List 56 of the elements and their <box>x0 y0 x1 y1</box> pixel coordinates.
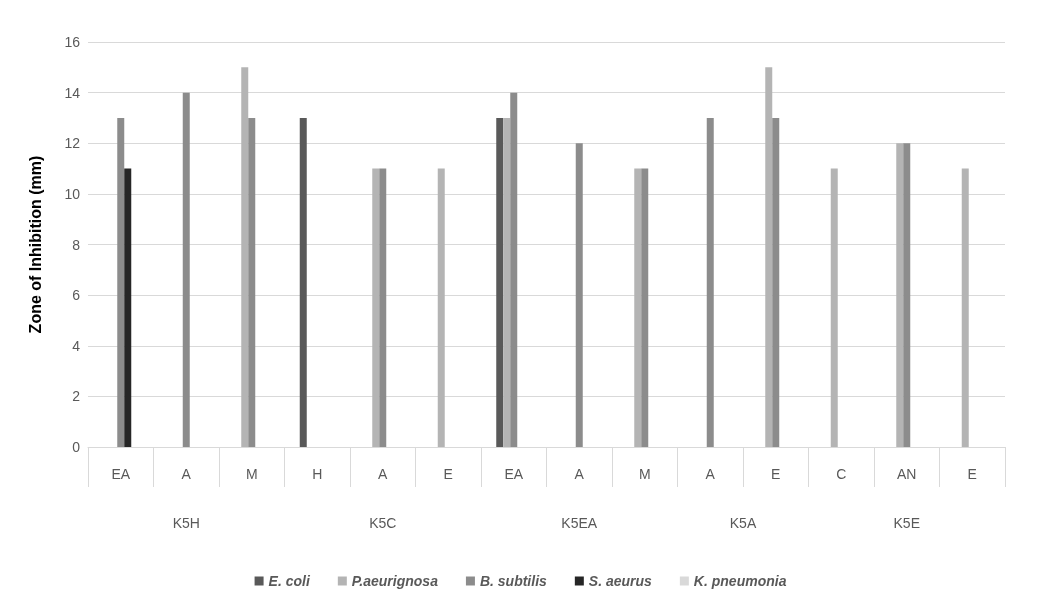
x-tick-label: A <box>705 466 716 482</box>
x-tick-label: M <box>638 466 651 482</box>
bar <box>299 117 307 447</box>
y-tick-label: 14 <box>64 84 81 101</box>
bar <box>379 168 387 447</box>
bar <box>510 92 518 447</box>
legend-label: B. subtilis <box>479 573 548 589</box>
y-tick-label: 6 <box>72 287 81 304</box>
x-tick-label: EA <box>111 466 131 482</box>
bar <box>903 143 911 447</box>
bar <box>575 143 583 447</box>
x-tick-label: A <box>181 466 192 482</box>
y-tick-label: 4 <box>72 337 81 354</box>
text: K5A <box>729 515 757 531</box>
bar <box>437 168 445 447</box>
x-tick-label: M <box>245 466 258 482</box>
y-tick-label: 12 <box>64 135 81 152</box>
bar <box>248 117 256 447</box>
x-tick-label: A <box>378 466 389 482</box>
bar <box>496 117 504 447</box>
x-tick-label: E <box>967 466 977 482</box>
x-tick-label: E <box>443 466 453 482</box>
bar <box>503 117 511 447</box>
legend-label: S. aeurus <box>588 573 653 589</box>
y-tick-label: 2 <box>72 388 81 405</box>
text: K5E <box>893 515 920 531</box>
x-tick-label: A <box>574 466 585 482</box>
text: K5EA <box>561 515 598 531</box>
text: K5H <box>172 515 200 531</box>
y-axis-title: Zone of Inhibition (mm) <box>26 155 44 334</box>
bar <box>634 168 642 447</box>
bar <box>772 117 780 447</box>
bar <box>961 168 969 447</box>
bar <box>896 143 904 447</box>
y-tick-label: 16 <box>64 34 81 50</box>
bar <box>830 168 838 447</box>
bar <box>706 117 714 447</box>
x-tick-label: EA <box>504 466 524 482</box>
y-tick-label: 10 <box>64 185 81 202</box>
bar <box>372 168 380 447</box>
legend-label: K. pneumonia <box>693 573 787 589</box>
bar <box>765 67 773 447</box>
x-tick-label: C <box>836 466 847 482</box>
x-tick-label: E <box>771 466 781 482</box>
x-tick-label: AN <box>897 466 917 482</box>
legend-label: P.aeurignosa <box>351 573 439 589</box>
y-tick-label: 0 <box>72 439 81 455</box>
bar <box>117 117 125 447</box>
text: K5C <box>369 515 397 531</box>
bar <box>241 67 249 447</box>
bar <box>641 168 649 447</box>
x-tick-label: H <box>312 466 323 482</box>
bar <box>182 92 190 447</box>
bar <box>124 168 132 447</box>
legend-label: E. coli <box>268 573 311 589</box>
y-tick-label: 8 <box>72 236 81 253</box>
